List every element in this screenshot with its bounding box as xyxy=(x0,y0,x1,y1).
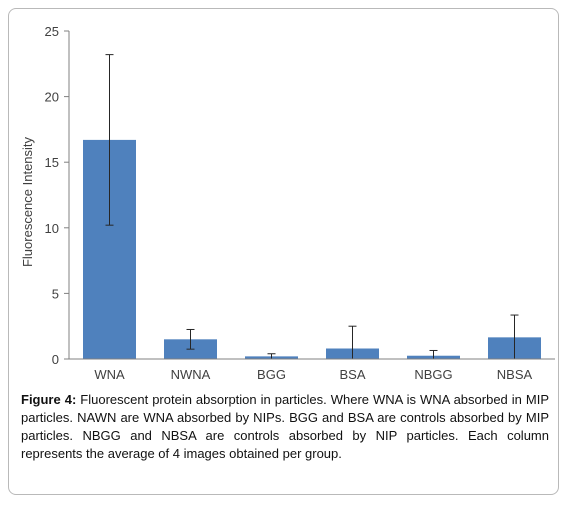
y-tick-label: 0 xyxy=(52,352,59,367)
y-tick-label: 15 xyxy=(45,155,59,170)
y-axis: 0 5 10 15 20 25 xyxy=(45,24,70,367)
x-tick-label: WNA xyxy=(94,367,125,382)
x-tick-label: NWNA xyxy=(171,367,211,382)
bar-chart: 0 5 10 15 20 25 WNA NWNA BGG BSA NBGG NBSA Fluores… xyxy=(20,24,555,382)
x-tick-label: NBSA xyxy=(497,367,533,382)
y-tick-label: 20 xyxy=(45,90,59,105)
y-axis-title: Fluorescence Intensity xyxy=(20,136,35,267)
x-tick-label: BSA xyxy=(339,367,365,382)
figure-caption: Figure 4: Fluorescent protein absorption… xyxy=(21,391,549,463)
y-tick-label: 5 xyxy=(52,286,59,301)
bars xyxy=(83,139,541,359)
error-bars xyxy=(105,54,519,360)
y-tick-label: 10 xyxy=(45,221,59,236)
x-axis: WNA NWNA BGG BSA NBGG NBSA xyxy=(69,358,555,382)
caption-text: Fluorescent protein absorption in partic… xyxy=(21,392,549,461)
caption-label: Figure 4: xyxy=(21,392,77,407)
x-tick-label: NBGG xyxy=(414,367,452,382)
y-tick-label: 25 xyxy=(45,24,59,39)
x-tick-label: BGG xyxy=(257,367,286,382)
